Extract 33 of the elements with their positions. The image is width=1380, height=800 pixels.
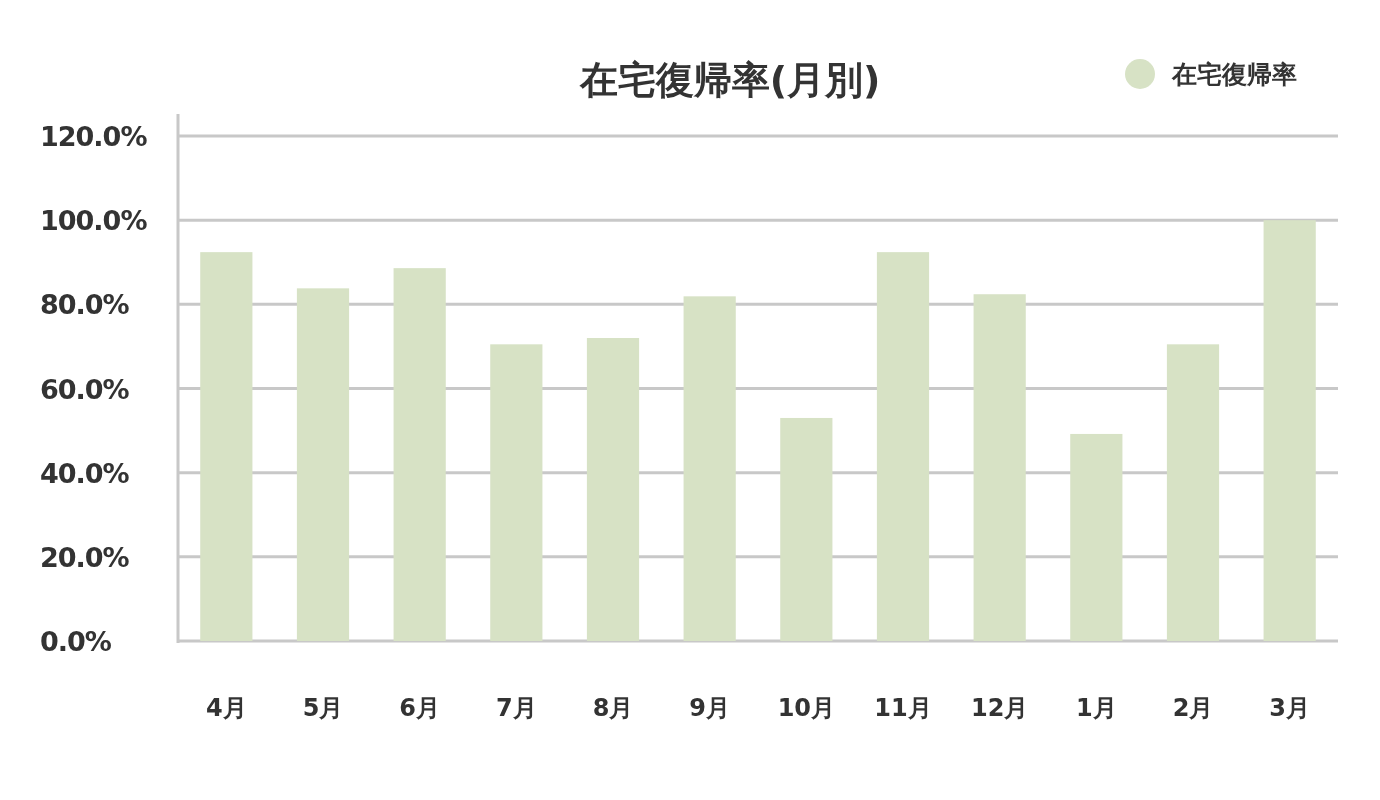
x-tick-label: 4月 bbox=[205, 694, 247, 722]
chart-title: 在宅復帰率(月別) bbox=[578, 58, 881, 102]
bar bbox=[586, 338, 640, 641]
x-tick-label: 11月 bbox=[874, 694, 932, 722]
y-tick-label: 20.0% bbox=[40, 541, 130, 573]
bar bbox=[1166, 344, 1220, 641]
x-tick-label: 12月 bbox=[970, 694, 1029, 722]
x-tick-label: 3月 bbox=[1269, 694, 1311, 722]
y-tick-label: 100.0% bbox=[40, 205, 148, 237]
y-tick-label: 80.0% bbox=[40, 289, 130, 321]
x-tick-label: 8月 bbox=[592, 694, 634, 722]
x-tick-label: 9月 bbox=[689, 694, 731, 722]
bar bbox=[1070, 433, 1123, 641]
bar bbox=[200, 252, 253, 641]
bar bbox=[393, 268, 446, 641]
x-tick-label: 1月 bbox=[1075, 694, 1117, 722]
bar bbox=[296, 288, 350, 641]
bar bbox=[1263, 220, 1316, 641]
bar bbox=[973, 294, 1026, 641]
x-tick-label: 10月 bbox=[777, 694, 836, 722]
y-tick-label: 120.0% bbox=[40, 121, 148, 152]
legend-label: 在宅復帰率 bbox=[1171, 60, 1297, 89]
bar bbox=[876, 252, 930, 641]
x-tick-label: 6月 bbox=[399, 694, 441, 722]
bar bbox=[490, 344, 543, 641]
bar bbox=[780, 417, 833, 641]
y-tick-label: 60.0% bbox=[40, 373, 130, 405]
y-tick-label: 40.0% bbox=[40, 457, 130, 489]
bar bbox=[683, 296, 736, 641]
x-tick-label: 5月 bbox=[302, 694, 344, 722]
y-tick-label: 0.0% bbox=[40, 626, 112, 657]
x-tick-label: 7月 bbox=[495, 694, 537, 722]
x-tick-label: 2月 bbox=[1172, 694, 1214, 722]
